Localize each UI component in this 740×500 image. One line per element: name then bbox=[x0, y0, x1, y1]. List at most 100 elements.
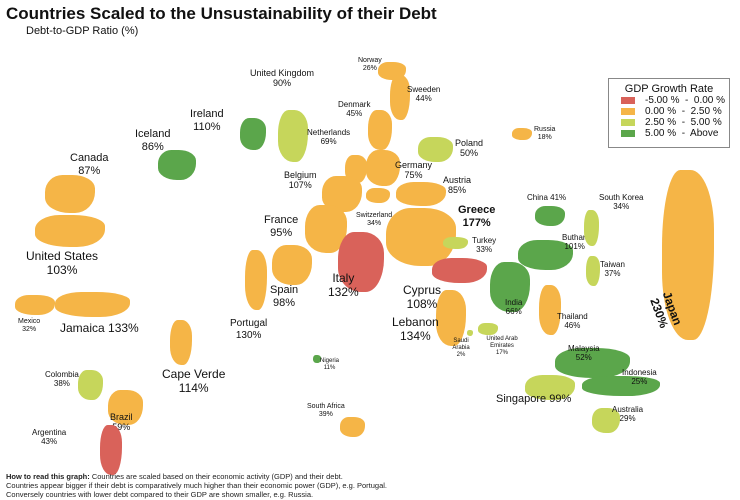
country-label-italy: Italy 132% bbox=[328, 271, 359, 300]
country-label-argentina: Argentina 43% bbox=[32, 428, 66, 446]
country-shape-canada bbox=[45, 175, 95, 213]
country-label-south-africa: South Africa 39% bbox=[307, 403, 345, 419]
legend-swatch bbox=[621, 130, 635, 137]
country-label-canada: Canada 87% bbox=[70, 152, 109, 177]
legend-item: 5.00 % - Above bbox=[621, 128, 729, 139]
country-debt: 17% bbox=[495, 349, 508, 356]
country-shape-australia bbox=[592, 408, 620, 433]
country-label-russia: Russia 18% bbox=[534, 126, 555, 142]
country-debt: 108% bbox=[406, 296, 438, 311]
country-shape-indonesia bbox=[582, 376, 660, 396]
country-debt: 59% bbox=[112, 422, 131, 433]
country-debt: 85% bbox=[448, 185, 467, 196]
country-name: Sweeden bbox=[407, 85, 441, 94]
legend-swatch bbox=[621, 108, 635, 115]
country-name: Buthan bbox=[562, 233, 588, 242]
country-name: Mexico bbox=[18, 318, 41, 325]
country-debt: 103% bbox=[46, 262, 78, 277]
country-shape-spain bbox=[272, 245, 312, 285]
country-debt: 132% bbox=[328, 284, 359, 299]
country-name: Iceland bbox=[135, 128, 171, 140]
country-name: Norway bbox=[358, 57, 382, 64]
country-label-germany: Germany 75% bbox=[395, 160, 432, 181]
legend-label: 0.00 % - 2.50 % bbox=[645, 106, 722, 117]
country-debt: 34% bbox=[613, 202, 630, 212]
country-name: United States bbox=[26, 249, 99, 263]
country-shape-malaysia bbox=[555, 348, 630, 378]
country-label-ireland: Ireland 110% bbox=[190, 108, 224, 133]
country-label-switzerland: Switzerland 34% bbox=[356, 212, 392, 228]
country-label-indonesia: Indonesia 25% bbox=[622, 368, 657, 386]
country-shape-south-korea bbox=[584, 210, 599, 246]
legend-label: -5.00 % - 0.00 % bbox=[645, 95, 726, 106]
country-debt: 29% bbox=[619, 414, 636, 424]
country-name: Saudi Arabia bbox=[452, 338, 470, 351]
country-debt: 130% bbox=[235, 329, 262, 341]
country-name: Canada bbox=[70, 152, 109, 164]
country-name: Austria bbox=[443, 175, 472, 185]
legend: GDP Growth Rate -5.00 % - 0.00 % 0.00 % -… bbox=[608, 78, 730, 148]
country-debt: 18% bbox=[537, 134, 552, 142]
country-name: Thailand bbox=[557, 312, 588, 321]
country-name: Cape Verde bbox=[162, 367, 226, 381]
country-name: Brazil bbox=[110, 412, 133, 422]
country-debt: 50% bbox=[460, 148, 479, 159]
country-debt: 86% bbox=[141, 140, 164, 153]
legend-label: 2.50 % - 5.00 % bbox=[645, 117, 722, 128]
legend-swatch bbox=[621, 119, 635, 126]
country-label-poland: Poland 50% bbox=[455, 138, 483, 159]
country-label-thailand: Thailand 46% bbox=[557, 312, 588, 330]
country-shape-portugal bbox=[245, 250, 267, 310]
country-shape-russia bbox=[512, 128, 532, 140]
country-label-austria: Austria 85% bbox=[443, 175, 471, 196]
legend-swatch bbox=[621, 97, 635, 104]
country-name: Ireland bbox=[190, 108, 224, 120]
country-label-jamaica: Jamaica 133% bbox=[60, 321, 139, 336]
country-debt: 34% bbox=[367, 220, 382, 228]
note-line: Conversely countries with lower debt com… bbox=[6, 490, 314, 499]
country-shape-lebanon bbox=[436, 290, 466, 346]
country-debt: 25% bbox=[631, 377, 648, 387]
country-name: Nigeria bbox=[320, 358, 340, 364]
country-shape-sweeden bbox=[390, 75, 410, 120]
country-label-colombia: Colombia 38% bbox=[45, 370, 79, 388]
country-shape-india bbox=[490, 262, 530, 312]
country-shape-iceland bbox=[158, 150, 196, 180]
country-name: Poland bbox=[455, 138, 484, 148]
country-shape-japan bbox=[662, 170, 714, 340]
country-debt: 87% bbox=[78, 164, 101, 177]
country-shape-italy bbox=[338, 232, 384, 292]
country-label-united-arab-emirates: United Arab Emirates 17% bbox=[480, 336, 524, 357]
country-debt: 133% bbox=[104, 321, 139, 335]
note-line: Countries are scaled based on their econ… bbox=[89, 472, 343, 481]
country-debt: 90% bbox=[273, 78, 292, 89]
country-name: United Arab Emirates bbox=[486, 336, 518, 349]
country-shape-buthan bbox=[518, 240, 573, 270]
country-name: Taiwan bbox=[600, 260, 625, 269]
note-heading: How to read this graph: bbox=[6, 472, 90, 481]
country-debt: 99% bbox=[546, 393, 572, 405]
country-label-brazil: Brazil 59% bbox=[110, 412, 133, 433]
country-name: Indonesia bbox=[622, 368, 657, 377]
country-debt: 32% bbox=[22, 326, 37, 334]
country-debt: 43% bbox=[41, 437, 58, 447]
country-name: Portugal bbox=[230, 318, 268, 329]
country-name: Germany bbox=[395, 160, 433, 170]
country-label-malaysia: Malaysia 52% bbox=[568, 344, 600, 362]
country-debt: 114% bbox=[178, 380, 209, 395]
country-name: France bbox=[264, 214, 299, 226]
country-shape-brazil bbox=[108, 390, 143, 425]
country-label-taiwan: Taiwan 37% bbox=[600, 260, 625, 278]
country-name: Turkey bbox=[472, 236, 497, 245]
country-label-australia: Australia 29% bbox=[612, 405, 643, 423]
country-shape-united-kingdom bbox=[278, 110, 308, 162]
country-debt: 101% bbox=[564, 242, 585, 252]
country-shape-singapore bbox=[525, 375, 575, 400]
reading-note: How to read this graph: Countries are sc… bbox=[6, 472, 387, 499]
country-name: Cyprus bbox=[403, 283, 442, 297]
chart-title: Countries Scaled to the Unsustainability… bbox=[6, 4, 437, 23]
country-shape-switzerland bbox=[366, 188, 390, 203]
country-debt: 95% bbox=[270, 226, 293, 239]
country-shape-turkey bbox=[443, 237, 468, 249]
country-debt: 38% bbox=[53, 379, 70, 389]
